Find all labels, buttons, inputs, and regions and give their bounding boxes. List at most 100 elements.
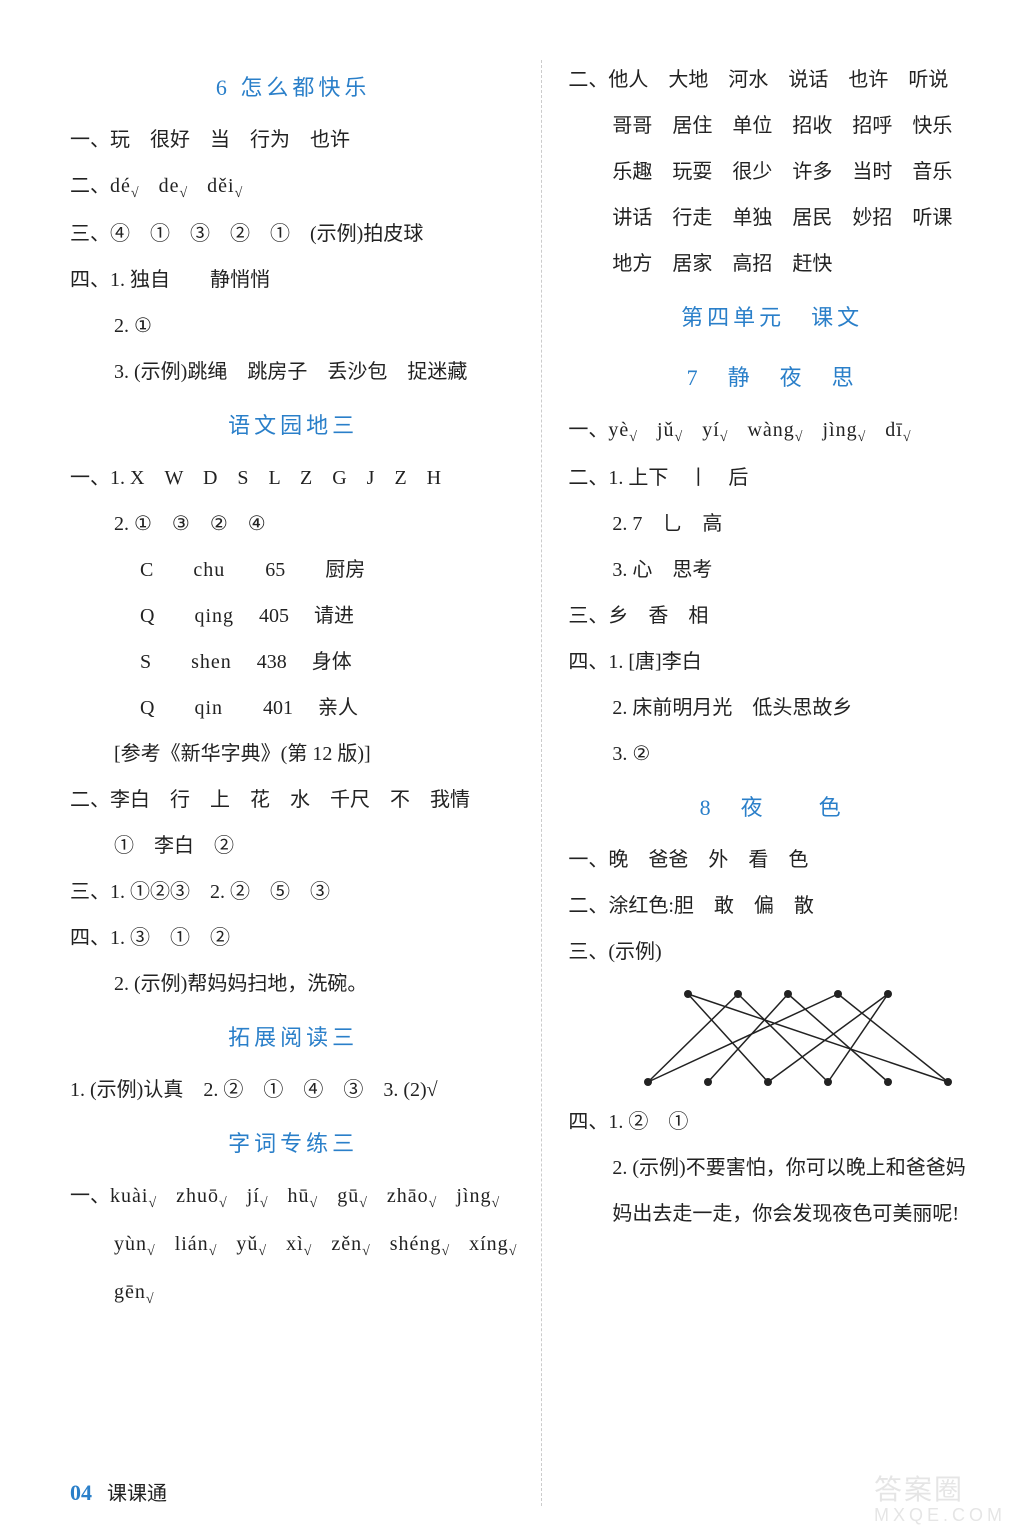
check-icon: √ (310, 1196, 318, 1211)
answer-line: 2. ① (70, 306, 516, 346)
answer-line: 一、晚 爸爸 外 看 色 (568, 840, 976, 880)
pinyin: gēn (114, 1281, 146, 1303)
check-icon: √ (441, 1244, 449, 1259)
pinyin: yè (608, 419, 629, 441)
answer-line: 一、kuài√ zhuō√ jí√ hū√ gū√ zhāo√ jìng√ (70, 1176, 516, 1218)
right-column: 二、他人 大地 河水 说话 也许 听说 哥哥 居住 单位 招收 招呼 快乐 乐趣… (568, 60, 976, 1506)
answer-line: 3. ② (568, 734, 976, 774)
check-icon: √ (429, 1196, 437, 1211)
pinyin: shéng (390, 1233, 442, 1255)
check-icon: √ (219, 1196, 227, 1211)
answer-line: 2. ① ③ ② ④ (70, 504, 516, 544)
column-divider (541, 60, 543, 1506)
dict-row: C chu 65 厨房 (70, 550, 516, 590)
check-icon: √ (509, 1244, 517, 1259)
check-icon: √ (359, 1196, 367, 1211)
pinyin: yí (702, 419, 720, 441)
check-icon: √ (903, 430, 911, 445)
check-icon: √ (362, 1244, 370, 1259)
pinyin: jǔ (657, 419, 675, 441)
tuozhan-heading: 拓展阅读三 (70, 1020, 516, 1052)
lesson-6-heading: 6 怎么都快乐 (70, 70, 516, 102)
unit-4-heading: 第四单元 课文 (568, 300, 976, 332)
answer-line: 四、1. ③ ① ② (70, 918, 516, 958)
answer-line: 四、1. [唐]李白 (568, 642, 976, 682)
label: 一、 (70, 1185, 110, 1207)
watermark-url: MXQE.COM (874, 1506, 1006, 1526)
answer-line: 1. (示例)认真 2. ② ① ④ ③ 3. (2)√ (70, 1070, 516, 1110)
answer-line: 妈出去走一走，你会发现夜色可美丽呢! (568, 1194, 976, 1234)
page-footer: 04 课课通 (70, 1477, 167, 1506)
check-icon: √ (235, 186, 243, 201)
answer-line: 一、1. X W D S L Z G J Z H (70, 458, 516, 498)
lesson-8-heading: 8 夜 色 (568, 790, 976, 822)
pinyin: jìng (456, 1185, 491, 1207)
answer-line: 3. 心 思考 (568, 550, 976, 590)
dict-word: 厨房 (325, 559, 365, 581)
yuwen-yuandi-3-heading: 语文园地三 (70, 408, 516, 440)
answer-line: 二、涂红色:胆 敢 偏 散 (568, 886, 976, 926)
answer-line: 四、1. 独自 静悄悄 (70, 260, 516, 300)
answer-line: 乐趣 玩耍 很少 许多 当时 音乐 (568, 152, 976, 192)
dict-page: 405 (259, 605, 289, 627)
pinyin: kuài (110, 1185, 148, 1207)
pinyin: hū (288, 1185, 310, 1207)
dict-pinyin: qin (194, 697, 223, 719)
check-icon: √ (258, 1244, 266, 1259)
pinyin: zěn (331, 1233, 362, 1255)
check-icon: √ (491, 1196, 499, 1211)
dict-pinyin: chu (193, 559, 225, 581)
check-icon: √ (629, 430, 637, 445)
check-icon: √ (146, 1292, 154, 1307)
watermark: 答案圈 MXQE.COM (874, 1475, 1006, 1526)
dict-row: Q qin 401 亲人 (70, 688, 516, 728)
check-icon: √ (720, 430, 728, 445)
answer-line: 一、yè√ jǔ√ yí√ wàng√ jìng√ dī√ (568, 410, 976, 452)
answer-line: 2. 7 乚 高 (568, 504, 976, 544)
left-column: 6 怎么都快乐 一、玩 很好 当 行为 也许 二、dé√ de√ děi√ 三、… (70, 60, 516, 1506)
dict-row: Q qing 405 请进 (70, 596, 516, 636)
answer-line: 2. (示例)不要害怕，你可以晚上和爸爸妈 (568, 1148, 976, 1188)
dict-pinyin: shen (191, 651, 232, 673)
pinyin: zhuō (176, 1185, 219, 1207)
check-icon: √ (260, 1196, 268, 1211)
dict-note: [参考《新华字典》(第 12 版)] (70, 734, 516, 774)
dict-page: 401 (263, 697, 293, 719)
label: 一、 (568, 419, 608, 441)
dict-pinyin: qing (194, 605, 234, 627)
answer-line: ① 李白 ② (70, 826, 516, 866)
pinyin: xíng (469, 1233, 509, 1255)
pinyin: gū (337, 1185, 359, 1207)
check-icon: √ (209, 1244, 217, 1259)
answer-line: 2. (示例)帮妈妈扫地，洗碗。 (70, 964, 516, 1004)
answer-line: 四、1. ② ① (568, 1102, 976, 1142)
check-icon: √ (131, 186, 139, 201)
check-icon: √ (795, 430, 803, 445)
check-icon: √ (675, 430, 683, 445)
matching-network-diagram (608, 982, 968, 1092)
answer-line: 三、(示例) (568, 932, 976, 972)
dict-page: 65 (265, 559, 285, 581)
pinyin: yùn (114, 1233, 147, 1255)
answer-line: 二、他人 大地 河水 说话 也许 听说 (568, 60, 976, 100)
answer-line: 2. 床前明月光 低头思故乡 (568, 688, 976, 728)
dict-word: 请进 (314, 605, 354, 627)
check-icon: √ (148, 1196, 156, 1211)
zici-heading: 字词专练三 (70, 1126, 516, 1158)
answer-line: 哥哥 居住 单位 招收 招呼 快乐 (568, 106, 976, 146)
dict-word: 身体 (312, 651, 352, 673)
pinyin: dī (885, 419, 903, 441)
pinyin: jí (247, 1185, 260, 1207)
watermark-text: 答案圈 (874, 1475, 1006, 1506)
pinyin: dé (110, 175, 131, 197)
answer-line: yùn√ lián√ yǔ√ xì√ zěn√ shéng√ xíng√ (70, 1224, 516, 1266)
pinyin: lián (175, 1233, 209, 1255)
pinyin: jìng (822, 419, 857, 441)
lesson-7-heading: 7 静 夜 思 (568, 360, 976, 392)
pinyin: děi (207, 175, 234, 197)
answer-line: 三、1. ①②③ 2. ② ⑤ ③ (70, 872, 516, 912)
answer-line: gēn√ (70, 1272, 516, 1314)
dict-letter: C (140, 559, 153, 581)
answer-line: 一、玩 很好 当 行为 也许 (70, 120, 516, 160)
dict-row: S shen 438 身体 (70, 642, 516, 682)
